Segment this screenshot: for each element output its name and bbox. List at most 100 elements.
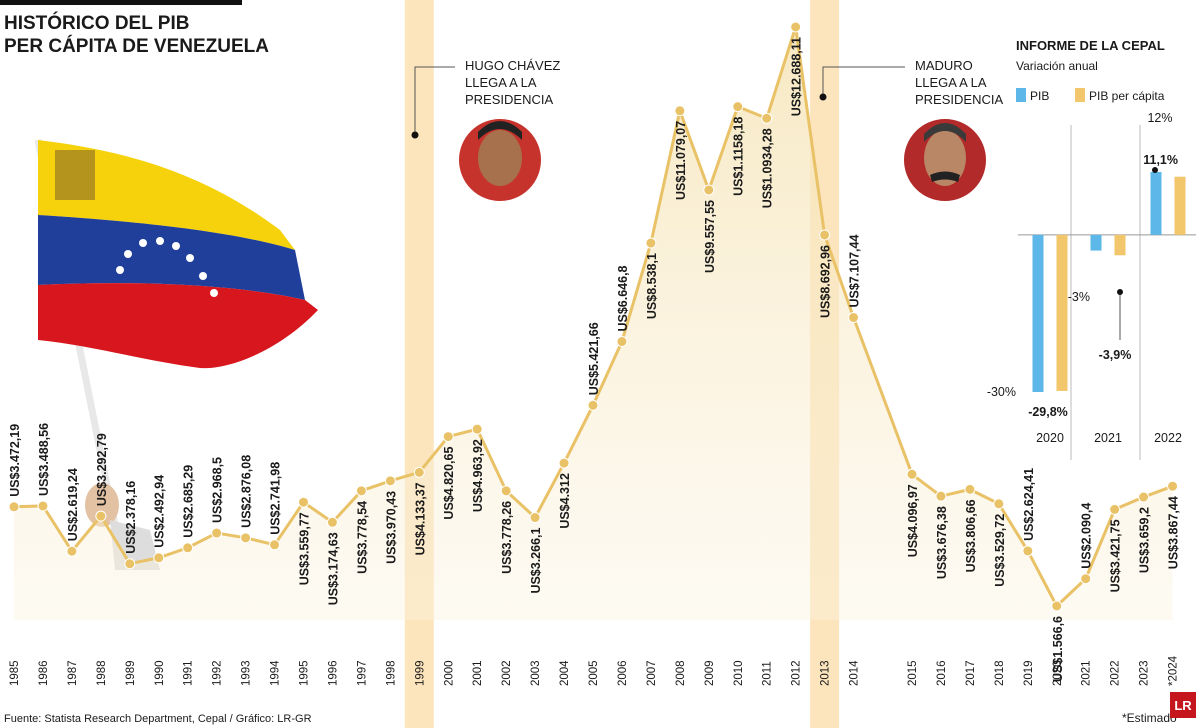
- point: [1167, 480, 1179, 492]
- source: Fuente: Statista Research Department, Ce…: [4, 713, 312, 725]
- logo-box: [1170, 692, 1196, 718]
- value-label: US$2.090,4: [1080, 503, 1094, 569]
- x-tick-label: 2014: [849, 660, 861, 686]
- annotation: PRESIDENCIA: [915, 92, 1003, 107]
- point: [413, 466, 425, 478]
- point: [935, 490, 947, 502]
- value-label: US$4.963,92: [471, 439, 485, 512]
- note: *Estimado: [1122, 711, 1177, 725]
- value-label: US$12.688,11: [790, 37, 804, 116]
- value-label: US$3.970,43: [384, 491, 398, 564]
- inset-bar-chart: INFORME DE LA CEPAL Variación anual PIB PIB…: [987, 38, 1196, 460]
- value-label: 12%: [1147, 111, 1172, 125]
- value-label: -30%: [987, 385, 1016, 399]
- point: [645, 237, 657, 249]
- value-label: US$3.559,77: [298, 512, 312, 585]
- point: [153, 552, 165, 564]
- value-label: US$8.692,96: [819, 245, 833, 318]
- value-label: -3%: [1068, 290, 1090, 304]
- value-label: US$4.096,97: [906, 484, 920, 557]
- value-label: US$3.806,66: [964, 499, 978, 572]
- point: [124, 558, 136, 570]
- x-tick-label: 2002: [501, 660, 513, 686]
- value-label: US$3.174,63: [326, 532, 340, 605]
- x-tick-label: 2004: [559, 660, 571, 686]
- point: [66, 545, 78, 557]
- legend-label: PIB per cápita: [1089, 89, 1165, 103]
- annotation: PRESIDENCIA: [465, 92, 553, 107]
- x-tick-label: 2018: [994, 660, 1006, 686]
- x-tick-label: 1986: [38, 660, 50, 686]
- x-tick-label: 2000: [443, 660, 455, 686]
- value-label: US$1.566,6: [1051, 616, 1065, 682]
- leader-dot: [1117, 289, 1123, 295]
- flag-illustration: [34, 139, 318, 570]
- x-tick-label: 1996: [327, 660, 339, 686]
- x-tick-label: 1991: [183, 660, 195, 686]
- point: [529, 512, 541, 524]
- line: [13, 26, 1174, 609]
- point: [1109, 503, 1121, 515]
- title-bar: [0, 0, 242, 5]
- bar: [1056, 234, 1068, 391]
- bar: [1174, 176, 1186, 235]
- x-tick-label: 2008: [675, 660, 687, 686]
- x-tick-label: 1999: [414, 660, 426, 686]
- point: [298, 496, 309, 508]
- point: [732, 101, 744, 113]
- value-label: US$5.421,66: [587, 322, 601, 395]
- annotation: LLEGA A LA: [915, 75, 987, 90]
- value-label: US$2.968,5: [211, 457, 225, 523]
- inset-subtitle: Variación anual: [1016, 59, 1098, 73]
- value-label: US$1.1158,18: [732, 117, 746, 196]
- x-tick-label: 1992: [212, 660, 224, 686]
- point: [1080, 573, 1092, 585]
- value-label: US$11.079,07: [674, 121, 688, 200]
- annotation-dot: [411, 131, 419, 139]
- x-tick-label: 2013: [820, 660, 832, 686]
- x-tick-label: 2019: [1023, 660, 1035, 686]
- value-label: US$2.876,08: [240, 455, 254, 528]
- portrait-maduro: [902, 117, 988, 203]
- value-label: US$8.538,1: [645, 253, 659, 319]
- x-tick-label: 1993: [241, 660, 253, 686]
- x-tick-label: 1985: [9, 660, 21, 686]
- x-tick-label: 2007: [646, 660, 658, 686]
- x-tick-label: 1995: [299, 660, 311, 686]
- point: [819, 229, 831, 241]
- value-label: US$2.619,24: [66, 468, 80, 541]
- x-tick-label: 2006: [617, 660, 629, 686]
- point: [674, 105, 686, 117]
- value-label: US$4.820,65: [442, 447, 456, 520]
- value-label: US$3.266,1: [529, 527, 543, 593]
- point: [355, 485, 367, 497]
- point: [1138, 491, 1150, 503]
- point: [384, 475, 396, 487]
- value-label: US$7.107,44: [848, 235, 862, 308]
- annotation-dot: [819, 93, 827, 101]
- x-tick-label: 2020: [1036, 431, 1064, 445]
- leader-dot: [1152, 167, 1158, 173]
- point: [211, 527, 223, 539]
- annotation: LLEGA A LA: [465, 75, 537, 90]
- value-label: US$3.292,79: [95, 433, 109, 506]
- annotation: HUGO CHÁVEZ: [465, 58, 560, 73]
- point: [906, 468, 918, 480]
- value-label: US$3.676,38: [935, 506, 949, 579]
- bar: [1032, 234, 1044, 392]
- value-label: 11,1%: [1143, 153, 1178, 167]
- value-label: US$2.492,94: [153, 475, 167, 548]
- x-tick-label: 2012: [791, 660, 803, 686]
- x-tick-label: 2017: [965, 660, 977, 686]
- x-tick-label: 2011: [762, 661, 774, 686]
- x-tick-label: 2016: [936, 660, 948, 686]
- value-label: US$9.557,55: [703, 200, 717, 273]
- legend-label: PIB: [1030, 89, 1049, 103]
- x-tick-label: 2001: [472, 660, 484, 686]
- value-label: US$1.0934,28: [761, 128, 775, 208]
- point: [993, 498, 1005, 510]
- point: [95, 510, 107, 522]
- x-tick-label: 2009: [704, 660, 716, 686]
- point: [964, 483, 976, 495]
- x-tick-label: 1989: [125, 660, 137, 686]
